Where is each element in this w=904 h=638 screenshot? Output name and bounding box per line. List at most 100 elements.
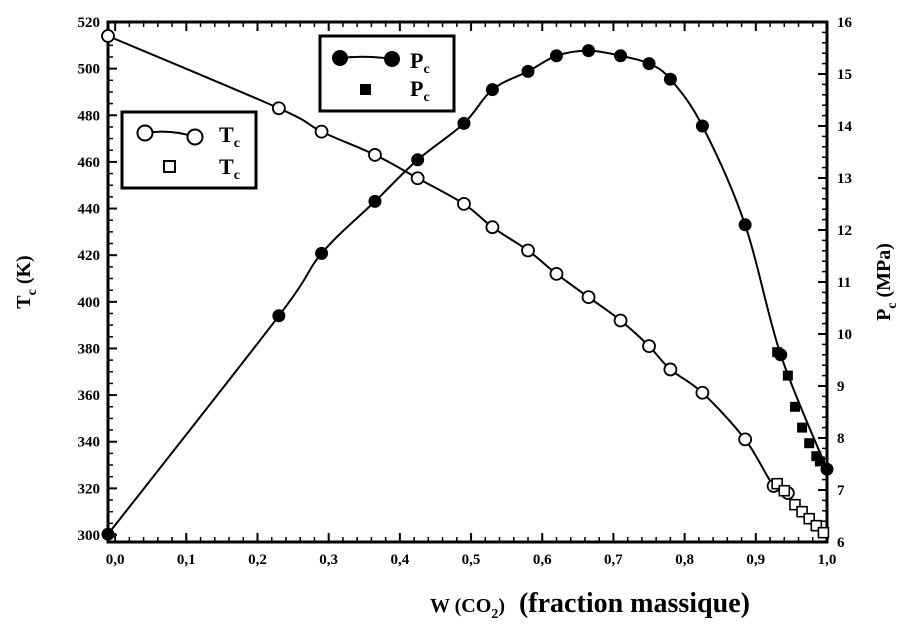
tc-point	[521, 243, 535, 258]
x-tick-label: 0,3	[319, 552, 338, 568]
legend-pc-circle-b	[384, 51, 400, 67]
tc-point	[695, 385, 710, 400]
y-right-title-sub: c	[885, 302, 900, 308]
pc-point	[663, 72, 677, 86]
tc-point	[549, 266, 564, 281]
y-left-title-sub: c	[25, 289, 40, 295]
legend-pc-circle-a	[332, 50, 348, 66]
y-right-title-main: P	[873, 309, 895, 321]
tc-square-point	[817, 526, 830, 539]
legend-tc-circle-a	[136, 124, 154, 142]
tc-point	[410, 171, 425, 186]
tc-point	[613, 313, 628, 328]
y-left-axis-title: Tc (K)	[13, 255, 40, 308]
y-right-tick-label: 11	[837, 275, 851, 291]
x-tick-label: 0,4	[390, 552, 409, 568]
tc-square-point	[796, 505, 808, 518]
tick-labels: 0,0 0,1 0,2 0,3 0,4 0,5 0,6 0,7 0,8 0,9 1,0 300 320 3…	[78, 15, 853, 568]
x-tick-label: 0,6	[533, 552, 552, 568]
pc-point	[642, 57, 656, 71]
y-left-tick-label: 300	[78, 528, 101, 544]
pc-square-point	[772, 347, 783, 358]
y-left-tick-label: 340	[78, 435, 101, 451]
y-left-tick-label: 480	[78, 108, 101, 124]
pc-point	[411, 153, 425, 167]
x-title-suffix: (fraction massique)	[519, 588, 750, 619]
legend-pc: Pc Pc	[318, 34, 456, 113]
y-right-tick-label: 9	[837, 379, 845, 395]
x-tick-label: 0,9	[746, 552, 765, 568]
pc-point	[582, 44, 596, 58]
tc-point	[485, 220, 500, 235]
pc-point	[485, 83, 499, 97]
tc-square-point	[789, 498, 801, 511]
pc-point	[614, 49, 628, 63]
legend-tc-label-2: Tc	[219, 154, 240, 183]
pc-point	[368, 194, 382, 208]
y-right-tick-label: 7	[837, 483, 845, 499]
pc-square-point	[811, 451, 822, 462]
y-left-title-main: T	[13, 295, 35, 309]
y-right-title-unit: (MPa)	[873, 243, 895, 302]
tc-point	[101, 29, 115, 43]
y-right-tick-label: 15	[837, 67, 852, 83]
tc-point	[314, 124, 329, 139]
pc-point	[738, 218, 752, 232]
x-title-close: )	[498, 595, 505, 617]
x-tick-label: 0,7	[604, 552, 623, 568]
y-right-axis-title: Pc (MPa)	[873, 243, 900, 321]
y-left-tick-label: 360	[78, 388, 101, 404]
x-tick-label: 0,8	[675, 552, 694, 568]
y-right-tick-label: 8	[837, 431, 845, 447]
pc-square-point	[789, 401, 800, 412]
y-left-tick-label: 400	[78, 295, 101, 311]
legend-pc-label-2: Pc	[410, 76, 430, 105]
pc-point	[315, 246, 329, 260]
pc-point	[101, 527, 115, 541]
y-right-tick-label: 12	[837, 223, 852, 239]
pc-square-point	[804, 438, 815, 449]
tc-square-point	[810, 519, 823, 532]
series-markers	[101, 29, 834, 541]
pc-square-point	[797, 422, 808, 433]
tc-point	[663, 362, 678, 377]
legend-tc-square	[163, 160, 176, 173]
axis-ticks	[108, 21, 828, 543]
pc-square-point	[814, 456, 825, 467]
legend-pc-label-1: Pc	[410, 48, 430, 77]
y-left-tick-label: 500	[78, 62, 101, 78]
x-tick-label: 0,2	[248, 552, 267, 568]
x-axis-title: W (CO2) (fraction massique)	[430, 588, 750, 622]
legend-tc-label-1: Tc	[219, 122, 240, 151]
y-right-tick-label: 16	[837, 15, 853, 31]
y-left-title-unit: (K)	[13, 255, 35, 289]
y-left-tick-label: 420	[78, 248, 101, 264]
x-tick-label: 1,0	[818, 552, 837, 568]
tc-point	[271, 101, 286, 116]
pc-point	[549, 49, 563, 63]
y-left-tick-label: 460	[78, 155, 101, 171]
y-left-tick-label: 320	[78, 481, 101, 497]
pc-point	[521, 64, 535, 78]
pc-point	[695, 119, 709, 133]
tc-point	[457, 196, 471, 211]
x-tick-label: 0,5	[462, 552, 481, 568]
y-right-tick-label: 14	[837, 119, 853, 135]
y-left-tick-label: 440	[78, 202, 101, 218]
x-tick-label: 0,0	[106, 552, 125, 568]
tc-point	[581, 290, 596, 305]
pc-point	[457, 116, 471, 130]
y-left-tick-label: 520	[78, 15, 101, 31]
x-title-main: W (CO	[430, 595, 491, 617]
legend-tc: Tc Tc	[120, 110, 258, 190]
y-left-tick-label: 380	[78, 341, 101, 357]
y-right-tick-label: 6	[837, 535, 845, 551]
tc-point	[642, 339, 656, 354]
legend-pc-square	[360, 84, 371, 95]
x-tick-label: 0,1	[177, 552, 196, 568]
tc-point	[738, 432, 753, 447]
legend-pc-frame	[318, 34, 456, 113]
x-title-sub: 2	[491, 607, 498, 622]
y-right-tick-label: 10	[837, 327, 852, 343]
